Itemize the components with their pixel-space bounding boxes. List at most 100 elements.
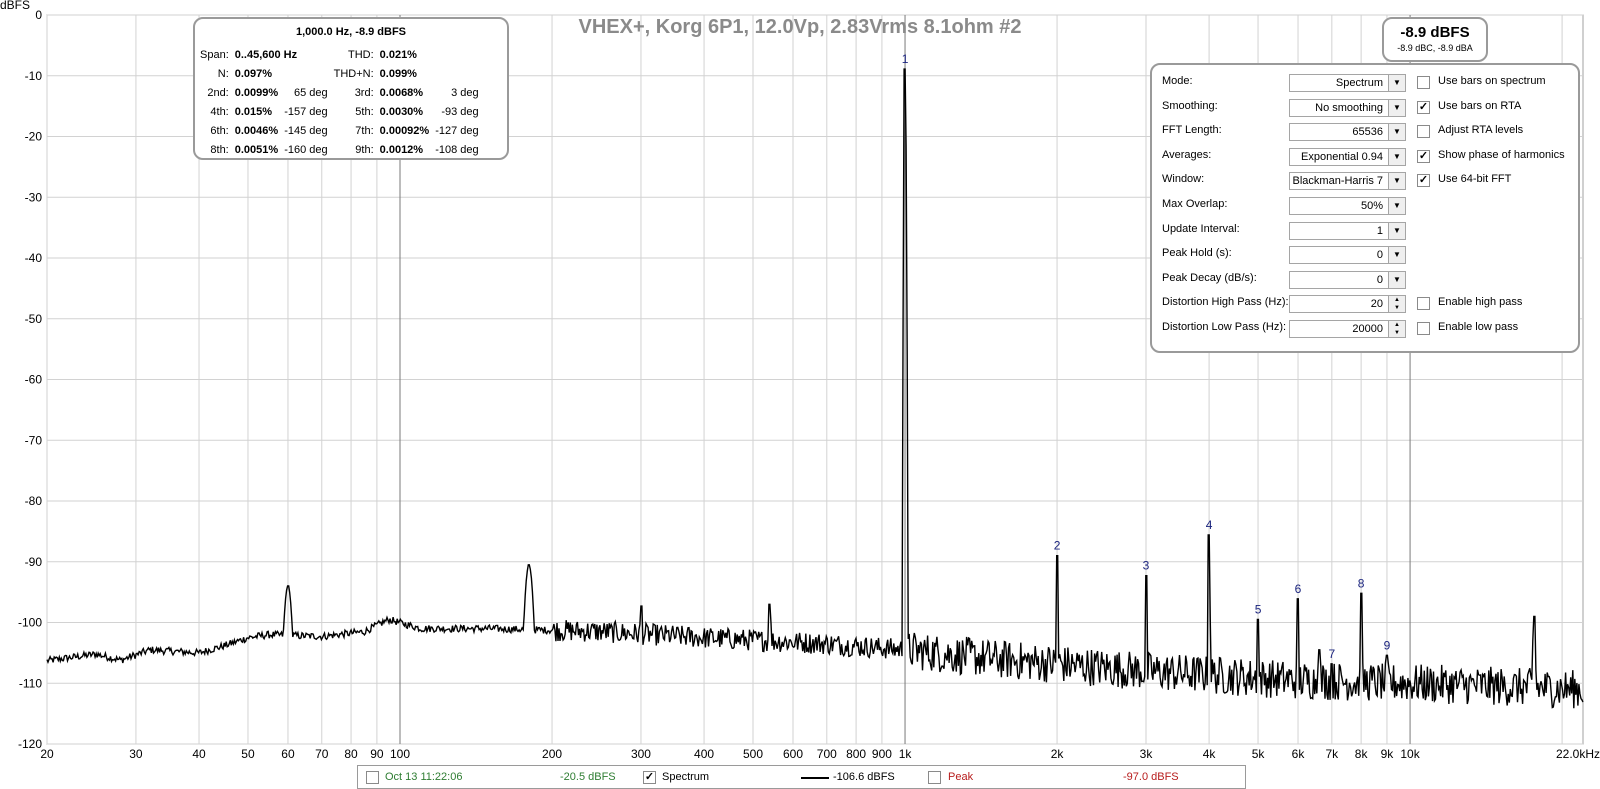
option-checkbox[interactable]	[1417, 322, 1430, 335]
x-tick-label: 70	[315, 747, 329, 761]
spin-arrows-icon[interactable]: ▲ ▼	[1388, 296, 1405, 313]
chevron-down-icon[interactable]: ▼	[1388, 271, 1405, 288]
harmonic-phase: -108 deg	[435, 143, 479, 156]
y-tick-label: -30	[25, 190, 43, 204]
harmonic-label: 1	[902, 52, 909, 66]
peak-checkbox[interactable]	[928, 771, 941, 784]
option-checkbox[interactable]: ✓	[1417, 149, 1430, 163]
harmonic-label: 7	[1328, 647, 1335, 661]
control-value: 20	[1370, 298, 1383, 311]
y-axis-ticks: 0 -10 -20 -30 -40 -50 -60 -70 -80 -90 -100 -110 -120	[18, 8, 42, 751]
harmonic-label: 5	[1255, 602, 1262, 616]
dropdown[interactable]: No smoothing ▼	[1289, 98, 1406, 117]
date-trace-value: -20.5 dBFS	[560, 771, 616, 783]
option-label[interactable]: Adjust RTA levels	[1438, 124, 1524, 137]
x-tick-label: 600	[783, 747, 803, 761]
harmonic-phase: -145 deg	[284, 124, 328, 137]
dropdown[interactable]: 0 ▼	[1289, 270, 1406, 289]
stats-row: Span: 0..45,600 Hz THD: 0.021%	[197, 45, 482, 64]
x-tick-label: 700	[817, 747, 837, 761]
date-trace-label[interactable]: Oct 13 11:22:06	[385, 771, 463, 783]
legend-bar: Oct 13 11:22:06 -20.5 dBFS ✓ Spectrum -1…	[357, 765, 1246, 789]
y-axis-label: dBFS	[0, 0, 30, 12]
date-trace-checkbox[interactable]	[366, 771, 379, 784]
harmonic-label: 2	[1054, 539, 1061, 553]
y-tick-label: -120	[18, 737, 42, 751]
x-tick-label: 50	[241, 747, 255, 761]
spin-arrows-icon[interactable]: ▲ ▼	[1388, 321, 1405, 337]
chevron-down-icon[interactable]: ▼	[1388, 173, 1405, 190]
control-value: Spectrum	[1335, 77, 1383, 89]
option-checkbox[interactable]: ✓	[1417, 100, 1430, 114]
option-label[interactable]: Enable high pass	[1438, 296, 1523, 309]
x-tick-label: 8k	[1355, 747, 1369, 761]
spinbox[interactable]: 20000 ▲ ▼	[1289, 320, 1406, 338]
y-tick-label: -40	[25, 251, 43, 265]
spectrum-checkbox[interactable]: ✓	[643, 771, 656, 784]
chevron-down-icon[interactable]: ▼	[1388, 124, 1405, 141]
option-label[interactable]: Enable low pass	[1438, 321, 1519, 333]
dropdown[interactable]: 1 ▼	[1289, 221, 1406, 240]
chevron-down-icon[interactable]: ▼	[1388, 198, 1405, 214]
option-checkbox[interactable]: ✓	[1417, 174, 1430, 188]
harmonic-label: 2nd:	[207, 86, 229, 99]
chevron-down-icon[interactable]: ▼	[1388, 148, 1405, 165]
dropdown[interactable]: Blackman-Harris 7 ▼	[1289, 172, 1406, 191]
control-label: Averages:	[1162, 148, 1212, 161]
stats-table: Span: 0..45,600 Hz THD: 0.021% N: 0.097%…	[197, 45, 482, 159]
x-tick-label: 500	[743, 747, 763, 761]
x-tick-label: 30	[129, 747, 143, 761]
distortion-stats-panel: 1,000.0 Hz, -8.9 dBFS Span: 0..45,600 Hz…	[193, 17, 509, 160]
x-tick-label: 900	[872, 747, 892, 761]
stats-row: N: 0.097% THD+N: 0.099%	[197, 64, 482, 83]
spectrum-line-swatch	[801, 777, 829, 779]
x-tick-label: 100	[390, 747, 410, 761]
peak-label[interactable]: Peak	[948, 771, 974, 783]
option-checkbox[interactable]	[1417, 125, 1430, 139]
control-value: 1	[1376, 224, 1383, 237]
option-checkbox[interactable]	[1417, 76, 1430, 89]
spectrum-trace	[46, 68, 1584, 709]
dropdown[interactable]: 50% ▼	[1289, 197, 1406, 215]
y-tick-label: -60	[25, 373, 43, 387]
control-value: 0	[1376, 249, 1383, 262]
spectrum-value: -106.6 dBFS	[833, 771, 895, 783]
x-tick-label: 800	[846, 747, 866, 761]
thdn-label: THD+N:	[333, 67, 374, 80]
y-tick-label: -90	[25, 555, 43, 569]
option-label[interactable]: Show phase of harmonics	[1438, 148, 1565, 161]
x-tick-label: 7k	[1325, 747, 1339, 761]
harmonic-label: 9	[1384, 638, 1391, 652]
harmonic-row: 2nd: 0.0099% 65 deg 3rd: 0.0068% 3 deg	[197, 83, 482, 102]
chevron-down-icon[interactable]: ▼	[1388, 99, 1405, 116]
dropdown[interactable]: 65536 ▼	[1289, 123, 1406, 142]
option-label[interactable]: Use bars on RTA	[1438, 99, 1522, 112]
dropdown[interactable]: 0 ▼	[1289, 246, 1406, 265]
thd-label: THD:	[347, 48, 374, 61]
dropdown[interactable]: Exponential 0.94 ▼	[1289, 147, 1406, 166]
x-tick-label: 20	[40, 747, 54, 761]
span-value: 0..45,600 Hz	[234, 48, 298, 61]
x-tick-label: 3k	[1140, 747, 1154, 761]
harmonic-label: 6	[1295, 582, 1302, 596]
option-label[interactable]: Use 64-bit FFT	[1438, 173, 1512, 186]
spectrum-label[interactable]: Spectrum	[662, 771, 710, 783]
harmonic-markers: 1 2 3 4 5 6 7 8 9	[902, 52, 1391, 661]
control-label: Distortion High Pass (Hz):	[1162, 296, 1289, 309]
control-value: 65536	[1352, 126, 1383, 139]
harmonic-label: 4th:	[210, 105, 229, 118]
chevron-down-icon[interactable]: ▼	[1388, 222, 1405, 239]
x-tick-label: 9k	[1381, 747, 1395, 761]
chevron-down-icon[interactable]: ▼	[1388, 75, 1405, 91]
harmonic-value: 0.00092%	[379, 124, 430, 137]
option-label[interactable]: Use bars on spectrum	[1438, 75, 1546, 87]
chevron-down-icon[interactable]: ▼	[1388, 247, 1405, 264]
harmonic-phase: 3 deg	[451, 86, 479, 99]
option-checkbox[interactable]	[1417, 297, 1430, 311]
control-value: 20000	[1352, 323, 1383, 335]
y-tick-label: -20	[25, 130, 43, 144]
harmonic-value: 0.0012%	[379, 143, 424, 156]
dropdown[interactable]: Spectrum ▼	[1289, 74, 1406, 92]
spinbox[interactable]: 20 ▲ ▼	[1289, 295, 1406, 314]
x-tick-label: 10k	[1400, 747, 1420, 761]
